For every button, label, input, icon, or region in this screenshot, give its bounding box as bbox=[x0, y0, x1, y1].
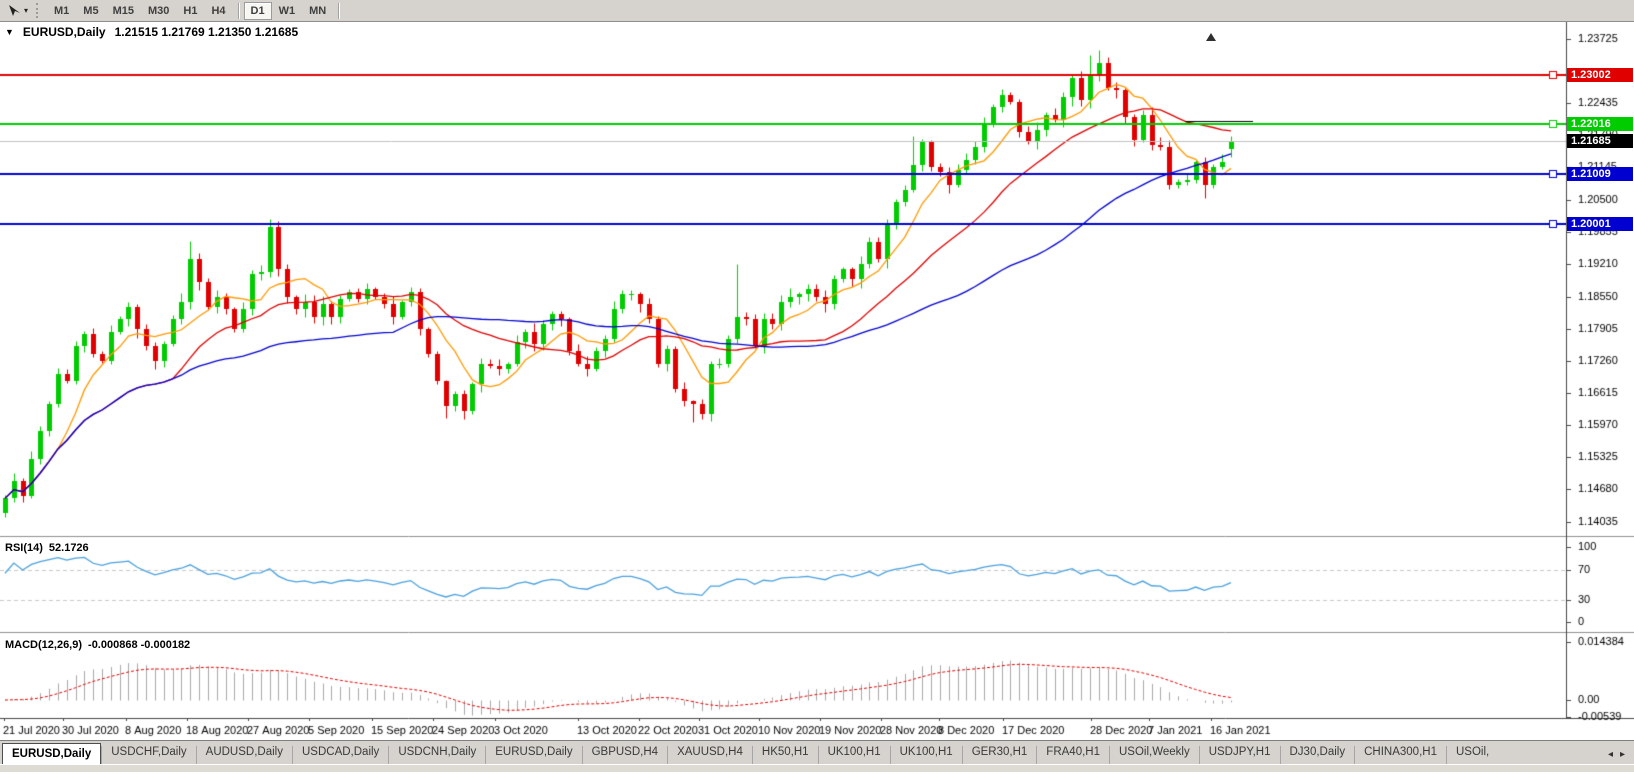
chart-tab-bar: EURUSD,Daily USDCHF,Daily AUDUSD,Daily U… bbox=[0, 740, 1634, 764]
cursor-tool-button[interactable]: ▾ bbox=[3, 3, 32, 19]
chart-window: ▼ EURUSD,Daily 1.21515 1.21769 1.21350 1… bbox=[0, 22, 1634, 740]
timeframe-button-m15[interactable]: M15 bbox=[106, 2, 141, 20]
timeframe-button-mn[interactable]: MN bbox=[302, 2, 333, 20]
chart-tab-dj30-daily[interactable]: DJ30,Daily bbox=[1279, 746, 1355, 764]
chart-tab-fra40-h1[interactable]: FRA40,H1 bbox=[1036, 746, 1109, 764]
price-chart-canvas[interactable] bbox=[0, 22, 1634, 740]
chart-tab-gbpusd-h4[interactable]: GBPUSD,H4 bbox=[581, 746, 667, 764]
chart-tab-uk100-h1-2[interactable]: UK100,H1 bbox=[889, 746, 962, 764]
timeframe-button-m1[interactable]: M1 bbox=[47, 2, 76, 20]
chart-tab-usoil[interactable]: USOil, bbox=[1445, 746, 1498, 764]
chart-tab-ger30-h1[interactable]: GER30,H1 bbox=[961, 746, 1037, 764]
chart-title: ▼ EURUSD,Daily 1.21515 1.21769 1.21350 1… bbox=[5, 25, 298, 39]
rsi-value: 52.1726 bbox=[48, 542, 89, 554]
tab-scroll-left-icon[interactable]: ◂ bbox=[1607, 749, 1613, 760]
timeframe-button-h1[interactable]: H1 bbox=[176, 2, 204, 20]
tab-scroll-buttons: ◂ ▸ bbox=[1601, 749, 1632, 764]
chart-tab-hk50-h1[interactable]: HK50,H1 bbox=[751, 746, 818, 764]
rsi-indicator-label: RSI(14) 52.1726 bbox=[5, 542, 89, 554]
toolbar-separator bbox=[338, 2, 340, 19]
macd-name: MACD(12,26,9) bbox=[5, 639, 83, 651]
timeframe-button-h4[interactable]: H4 bbox=[204, 2, 232, 20]
chart-tab-xauusd-h4[interactable]: XAUUSD,H4 bbox=[667, 746, 752, 764]
chart-symbol-label: EURUSD,Daily bbox=[22, 25, 106, 39]
chart-tab-usdchf-daily[interactable]: USDCHF,Daily bbox=[101, 746, 195, 764]
macd-values: -0.000868 -0.000182 bbox=[88, 639, 191, 651]
chart-tab-usdcnh-daily[interactable]: USDCNH,Daily bbox=[388, 746, 485, 764]
cursor-tool-icon bbox=[9, 4, 20, 16]
chart-tab-usdcad-daily[interactable]: USDCAD,Daily bbox=[291, 746, 388, 764]
chart-ohlc-values: 1.21515 1.21769 1.21350 1.21685 bbox=[114, 25, 299, 39]
toolbar-separator bbox=[237, 2, 239, 19]
rsi-name: RSI(14) bbox=[5, 542, 43, 554]
timeframe-button-d1[interactable]: D1 bbox=[243, 1, 272, 20]
chart-tab-eurusd-daily[interactable]: EURUSD,Daily bbox=[2, 743, 102, 764]
timeframe-button-m5[interactable]: M5 bbox=[76, 2, 105, 20]
chart-shift-marker bbox=[1206, 33, 1216, 41]
collapse-arrow-icon[interactable]: ▼ bbox=[5, 27, 14, 37]
chevron-down-icon[interactable]: ▾ bbox=[24, 5, 29, 15]
chart-tab-usoil-weekly[interactable]: USOil,Weekly bbox=[1108, 746, 1199, 764]
main-toolbar: ▾ M1 M5 M15 M30 H1 H4 D1 W1 MN bbox=[0, 0, 1634, 22]
chart-tab-usdjpy-h1[interactable]: USDJPY,H1 bbox=[1198, 746, 1280, 764]
tab-scroll-right-icon[interactable]: ▸ bbox=[1619, 749, 1625, 760]
timeframe-button-w1[interactable]: W1 bbox=[272, 2, 303, 20]
chart-tab-audusd-daily[interactable]: AUDUSD,Daily bbox=[195, 746, 292, 764]
chart-tab-eurusd-daily-2[interactable]: EURUSD,Daily bbox=[485, 746, 581, 764]
chart-tab-china300-h1[interactable]: CHINA300,H1 bbox=[1354, 746, 1446, 764]
chart-tab-uk100-h1[interactable]: UK100,H1 bbox=[817, 746, 890, 764]
bottom-scroll-strip[interactable] bbox=[0, 764, 1634, 772]
toolbar-grip[interactable] bbox=[36, 3, 40, 18]
macd-indicator-label: MACD(12,26,9) -0.000868 -0.000182 bbox=[5, 639, 190, 651]
timeframe-button-m30[interactable]: M30 bbox=[141, 2, 176, 20]
